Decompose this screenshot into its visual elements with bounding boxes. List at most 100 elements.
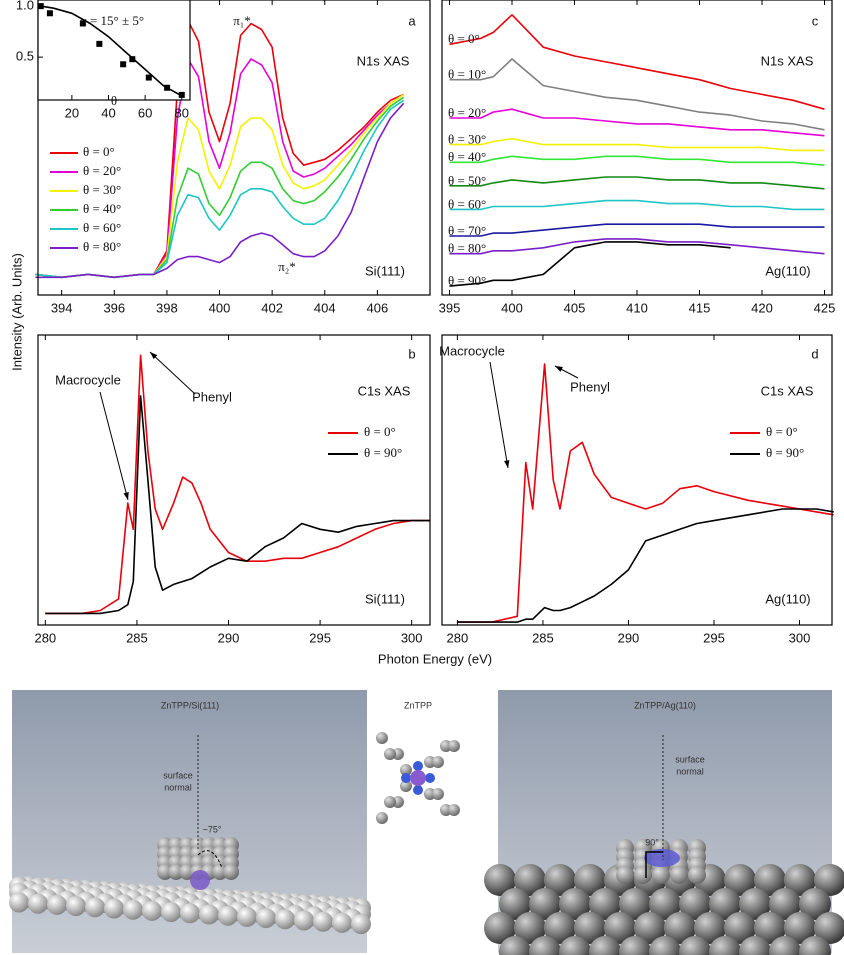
substrate-atom bbox=[256, 908, 276, 928]
panel: 280285290295300θ = 0°θ = 90°bC1s XASSi(1… bbox=[34, 335, 430, 645]
normal-label: surface bbox=[675, 754, 705, 764]
x-tick-label: 285 bbox=[126, 630, 148, 645]
spectrum-line bbox=[450, 201, 825, 210]
legend-label: θ = 90° bbox=[766, 445, 804, 460]
x-tick-label: 290 bbox=[618, 630, 640, 645]
legend-label: θ = 0° bbox=[364, 424, 396, 439]
series-label: θ = 50° bbox=[448, 173, 486, 188]
spectrum-line bbox=[450, 59, 825, 130]
molecule-atom bbox=[448, 740, 460, 752]
legend-label: θ = 80° bbox=[83, 239, 121, 254]
series-label: θ = 20° bbox=[448, 105, 486, 120]
annotation: Ag(110) bbox=[765, 263, 810, 278]
x-tick-label: 280 bbox=[34, 630, 56, 645]
substrate-atom bbox=[180, 903, 200, 923]
annotation: Ag(110) bbox=[765, 591, 810, 606]
substrate-atom bbox=[351, 914, 371, 934]
n-atom bbox=[425, 773, 435, 783]
x-tick-label: 420 bbox=[751, 300, 773, 315]
annotation: π₂* bbox=[278, 259, 296, 274]
x-tick-label: 405 bbox=[564, 300, 586, 315]
zn-atom bbox=[190, 870, 210, 890]
zn-atom bbox=[410, 770, 426, 786]
arrow bbox=[150, 352, 195, 394]
center-title: ZnTPP bbox=[404, 700, 432, 710]
x-tick-label: 295 bbox=[703, 630, 725, 645]
illustrations: ZnTPP/Si(111) surface normal ~75° ZnTPP … bbox=[9, 690, 844, 955]
x-tick-label: 400 bbox=[209, 300, 231, 315]
molecule-atom bbox=[376, 732, 388, 744]
x-tick-label: 60 bbox=[138, 105, 152, 120]
annotation: Phenyl bbox=[570, 379, 610, 394]
series-label: θ = 80° bbox=[448, 241, 486, 256]
arrow bbox=[100, 392, 128, 500]
x-axis-label: Photon Energy (eV) bbox=[378, 651, 492, 666]
spectrum-line bbox=[450, 177, 825, 189]
annotation: C1s XAS bbox=[358, 383, 411, 398]
spectrum-line bbox=[450, 224, 825, 236]
substrate-atom bbox=[237, 907, 257, 927]
spectrum-line bbox=[450, 109, 825, 136]
x-tick-label: 425 bbox=[814, 300, 836, 315]
left-title: ZnTPP/Si(111) bbox=[161, 700, 219, 710]
x-tick-label: 402 bbox=[261, 300, 283, 315]
legend-label: θ = 40° bbox=[83, 201, 121, 216]
x-tick-label: 415 bbox=[689, 300, 711, 315]
series-label: θ = 60° bbox=[448, 196, 486, 211]
substrate-atom bbox=[123, 900, 143, 920]
annotation: c bbox=[812, 13, 819, 28]
annotation: N1s XAS bbox=[761, 53, 814, 68]
annotation: a bbox=[408, 13, 416, 28]
annotation: Macrocycle bbox=[439, 343, 505, 358]
annotation: Si(111) bbox=[365, 263, 405, 278]
substrate-atom bbox=[294, 911, 314, 931]
substrate-atom bbox=[9, 893, 29, 913]
annotation: Macrocycle bbox=[55, 372, 121, 387]
x-tick-label: 404 bbox=[314, 300, 336, 315]
substrate-atom bbox=[47, 895, 67, 915]
molecule-atom bbox=[376, 812, 388, 824]
legend-label: θ = 90° bbox=[364, 445, 402, 460]
x-tick-label: 280 bbox=[447, 630, 469, 645]
x-tick-label: 400 bbox=[501, 300, 523, 315]
molecule-atom bbox=[652, 866, 670, 884]
plot-frame bbox=[442, 335, 832, 625]
annotation: α = 15° ± 5° bbox=[80, 13, 144, 28]
x-tick-label: 394 bbox=[51, 300, 73, 315]
x-tick-label: 20 bbox=[65, 105, 79, 120]
n-atom bbox=[401, 773, 411, 783]
legend-label: θ = 0° bbox=[766, 424, 798, 439]
legend-label: θ = 20° bbox=[83, 163, 121, 178]
legend-label: θ = 0° bbox=[83, 144, 115, 159]
annotation: Si(111) bbox=[365, 591, 405, 606]
normal-label: surface bbox=[163, 770, 193, 780]
data-point bbox=[47, 10, 53, 16]
molecule-atom bbox=[670, 866, 688, 884]
spectrum-line bbox=[450, 242, 731, 286]
angle-label: ~75° bbox=[203, 824, 222, 834]
y-axis-label: Intensity (Arb. Units) bbox=[9, 253, 24, 371]
x-tick-label: 396 bbox=[103, 300, 125, 315]
series-label: θ = 30° bbox=[448, 132, 486, 147]
series-label: θ = 70° bbox=[448, 223, 486, 238]
x-tick-label: 80 bbox=[175, 105, 189, 120]
annotation: Phenyl bbox=[192, 389, 232, 404]
molecule-atom bbox=[616, 866, 634, 884]
substrate-atom bbox=[332, 913, 352, 933]
substrate-atom bbox=[161, 902, 181, 922]
substrate-atom bbox=[142, 901, 162, 921]
normal-label: normal bbox=[676, 766, 704, 776]
right-title: ZnTPP/Ag(110) bbox=[634, 700, 696, 710]
arrow bbox=[490, 362, 508, 468]
series-label: θ = 90° bbox=[448, 273, 486, 288]
x-tick-label: 300 bbox=[789, 630, 811, 645]
x-tick-label: 398 bbox=[156, 300, 178, 315]
substrate-atom bbox=[218, 906, 238, 926]
data-point bbox=[96, 41, 102, 47]
n-atom bbox=[413, 761, 423, 771]
molecule-atom bbox=[223, 864, 239, 880]
normal-label: normal bbox=[164, 782, 192, 792]
molecule-atom bbox=[384, 748, 396, 760]
x-tick-label: 300 bbox=[401, 630, 423, 645]
